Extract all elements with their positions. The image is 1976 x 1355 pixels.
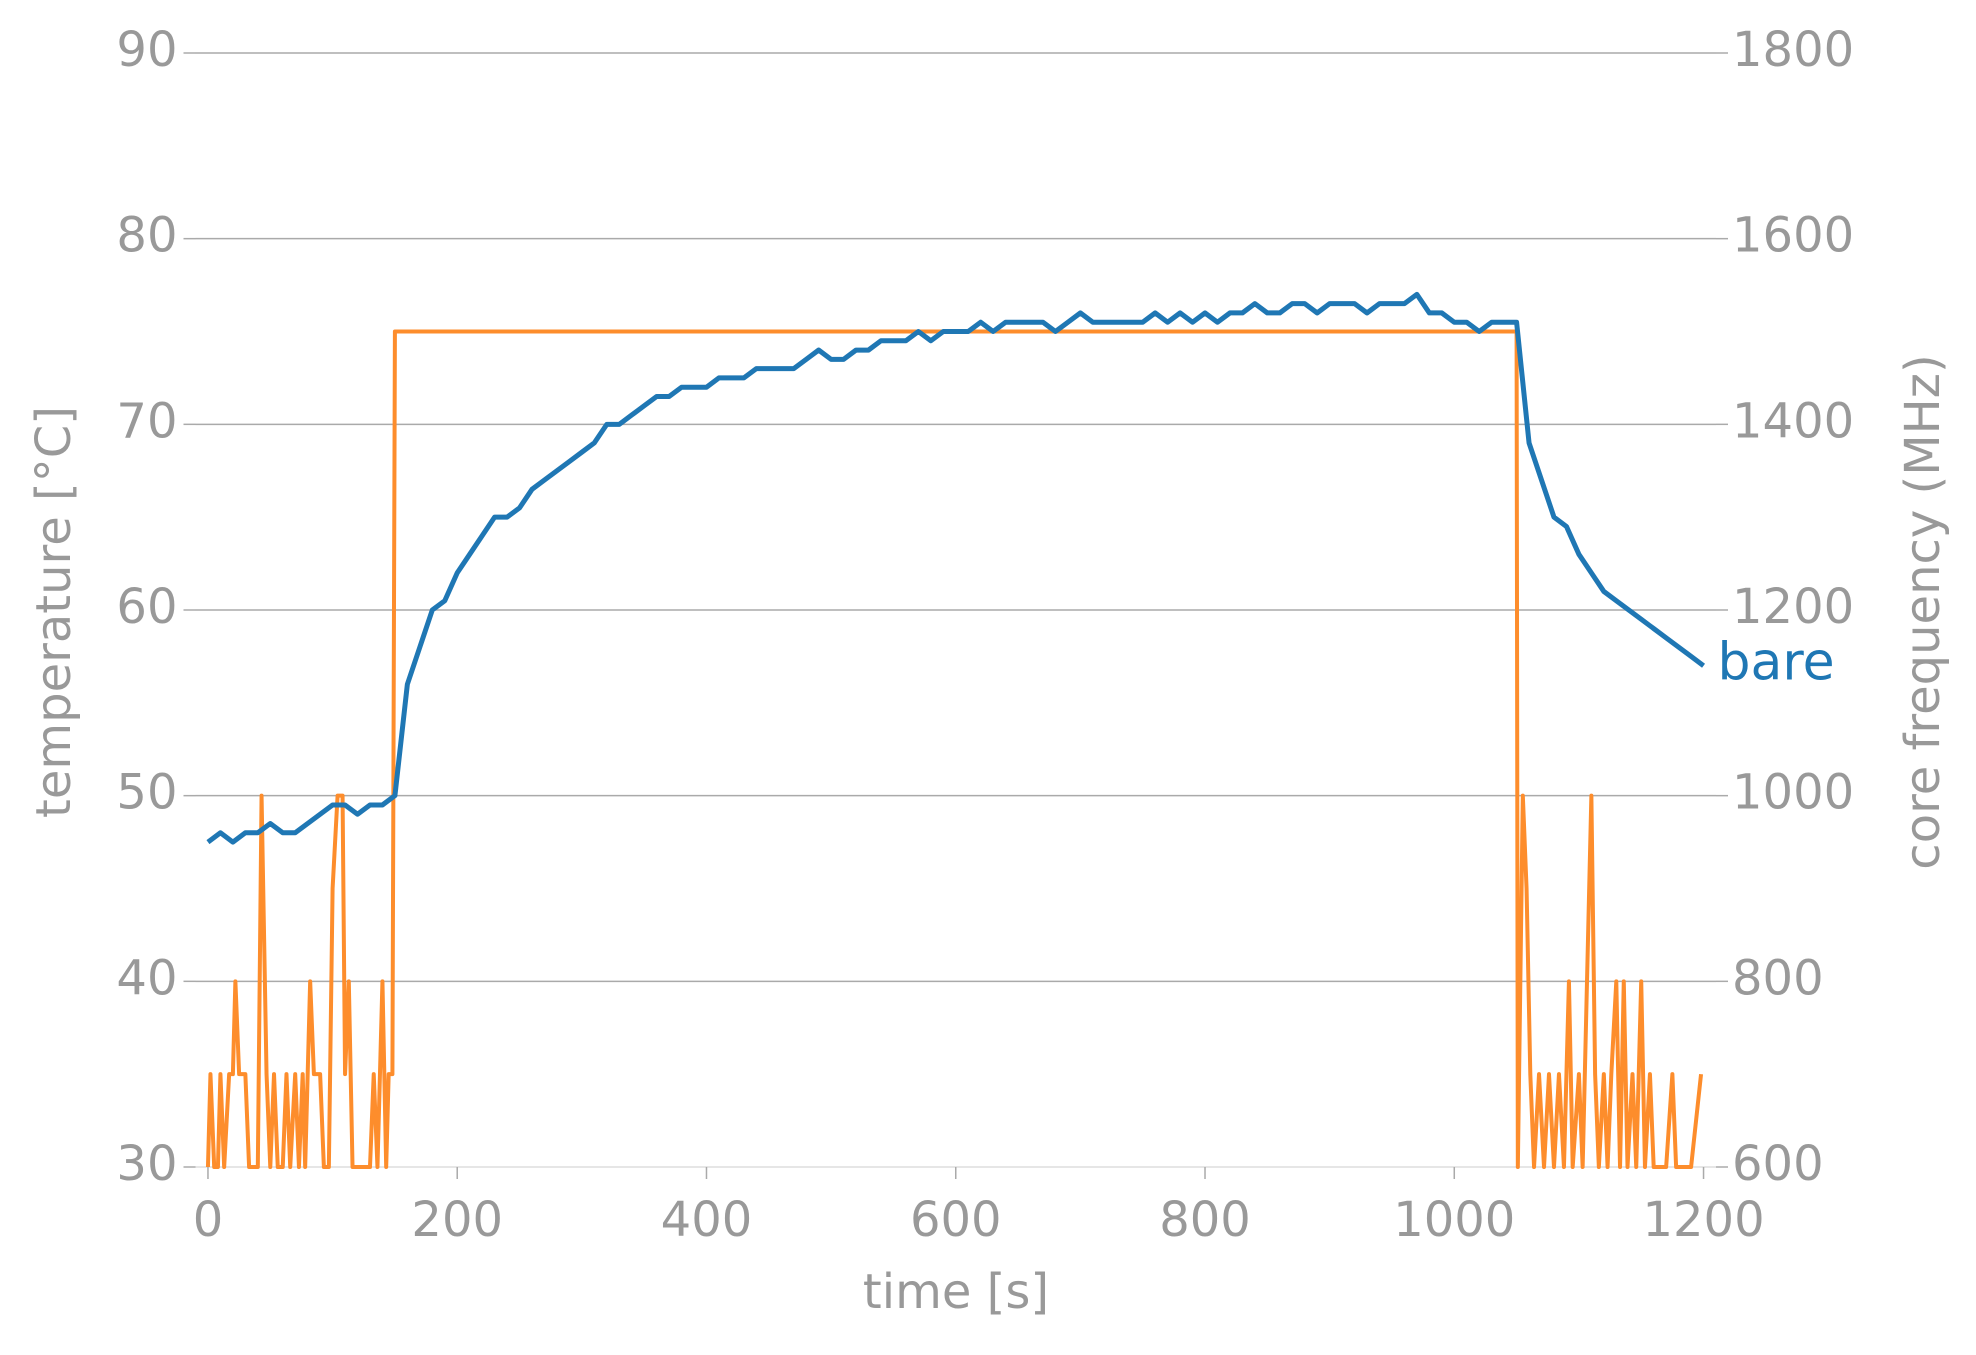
x-tick-label: 200 <box>411 1192 503 1248</box>
y-tick-label: 40 <box>116 950 177 1006</box>
x-tick-label: 1200 <box>1642 1192 1764 1248</box>
y-tick-label: 70 <box>116 393 177 449</box>
y2-tick-label: 1400 <box>1732 393 1854 449</box>
x-tick-label: 1000 <box>1393 1192 1515 1248</box>
y2-tick-label: 1600 <box>1732 208 1854 264</box>
y-axis-title: temperature [°C] <box>26 406 82 818</box>
y2-tick-label: 800 <box>1732 950 1824 1006</box>
x-tick-label: 800 <box>1159 1192 1251 1248</box>
y2-tick-label: 600 <box>1732 1136 1824 1192</box>
x-tick-label: 0 <box>193 1192 224 1248</box>
y2-axis-title: core frequency (MHz) <box>1895 354 1951 869</box>
y2-tick-label: 1800 <box>1732 22 1854 78</box>
series-line <box>206 291 1706 845</box>
series-line <box>205 329 1704 1169</box>
x-tick-label: 600 <box>910 1192 1002 1248</box>
y-tick-label: 90 <box>116 22 177 78</box>
y-tick-label: 80 <box>116 208 177 264</box>
y-tick-label: 50 <box>116 765 177 821</box>
y-tick-label: 60 <box>116 579 177 635</box>
y2-tick-label: 1000 <box>1732 765 1854 821</box>
x-tick-label: 400 <box>661 1192 753 1248</box>
y2-tick-label: 1200 <box>1732 579 1854 635</box>
series-label: bare <box>1718 633 1835 693</box>
x-axis-title: time [s] <box>863 1264 1049 1320</box>
y-tick-label: 30 <box>116 1136 177 1192</box>
